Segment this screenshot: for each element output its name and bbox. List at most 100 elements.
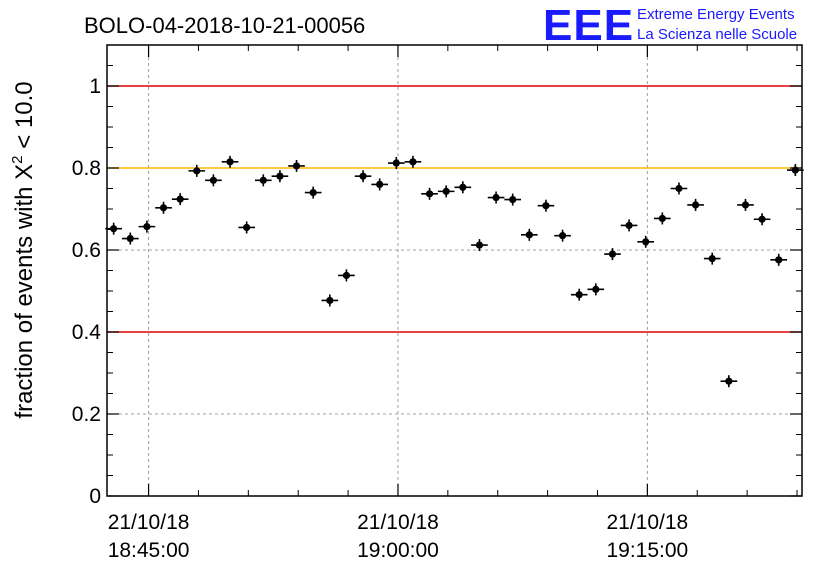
data-point xyxy=(205,174,222,187)
x-tick-label-date: 21/10/18 xyxy=(108,511,190,534)
point-marker xyxy=(675,184,683,193)
logo-letters: EEE xyxy=(543,1,634,50)
point-marker xyxy=(409,158,417,166)
data-point xyxy=(487,191,505,204)
data-point xyxy=(670,182,688,195)
data-point xyxy=(138,220,156,233)
data-point xyxy=(354,170,372,183)
point-marker xyxy=(392,159,400,167)
data-point xyxy=(537,199,555,212)
point-marker xyxy=(608,250,617,258)
data-point xyxy=(770,253,788,266)
point-marker xyxy=(758,215,766,223)
point-marker xyxy=(592,285,600,293)
point-marker xyxy=(425,190,434,198)
plot-frame xyxy=(106,44,803,497)
point-marker xyxy=(775,256,783,264)
data-point xyxy=(271,170,289,183)
point-marker xyxy=(126,234,134,243)
data-point xyxy=(188,164,206,177)
data-point xyxy=(437,185,455,198)
data-point xyxy=(221,155,239,168)
point-marker xyxy=(226,158,234,166)
point-marker xyxy=(176,195,184,203)
x-tick-label-time: 19:15:00 xyxy=(606,539,688,562)
y-tick-label: 1 xyxy=(89,75,101,98)
y-axis-label: fraction of events with X2 < 10.0 xyxy=(9,81,38,418)
data-point xyxy=(570,288,588,301)
y-tick-label: 0 xyxy=(89,485,101,508)
x-tick-label-time: 19:00:00 xyxy=(357,539,439,562)
point-marker xyxy=(691,201,700,209)
data-point xyxy=(604,248,621,261)
point-marker xyxy=(292,162,301,170)
data-point xyxy=(620,219,638,232)
point-marker xyxy=(359,172,367,180)
point-marker xyxy=(376,180,384,188)
data-point xyxy=(471,239,488,252)
point-marker xyxy=(492,193,500,202)
data-points xyxy=(105,155,804,388)
point-marker xyxy=(143,223,151,231)
data-point xyxy=(654,212,671,225)
data-point xyxy=(121,232,139,245)
data-point xyxy=(737,198,754,211)
data-point xyxy=(254,174,272,187)
data-point xyxy=(637,235,655,248)
point-marker xyxy=(625,221,633,229)
data-point xyxy=(155,201,172,214)
point-marker xyxy=(725,377,733,385)
data-point xyxy=(371,178,388,191)
logo-line1: Extreme Energy Events xyxy=(637,6,795,23)
data-point xyxy=(105,222,122,235)
data-point xyxy=(387,157,405,170)
data-point xyxy=(304,186,322,199)
logo-line2: La Scienza nelle Scuole xyxy=(637,26,797,43)
point-marker xyxy=(326,296,334,305)
point-marker xyxy=(509,195,517,204)
data-point xyxy=(404,155,422,168)
data-point xyxy=(338,269,355,282)
point-marker xyxy=(642,238,650,246)
point-marker xyxy=(276,172,284,180)
data-point xyxy=(753,213,771,226)
point-marker xyxy=(542,202,550,210)
data-point xyxy=(288,159,305,172)
point-marker xyxy=(459,183,467,191)
data-point xyxy=(171,193,189,206)
axes: 0 0.2 0.4 0.6 0.8 1 21/10/18 18:45:00 21/10/18 19… xyxy=(72,45,802,562)
data-point xyxy=(521,228,538,241)
y-tick-label: 0.2 xyxy=(72,403,101,426)
grid xyxy=(107,45,802,496)
point-marker xyxy=(342,271,351,280)
point-marker xyxy=(475,241,484,249)
point-marker xyxy=(575,291,583,299)
point-marker xyxy=(708,255,716,263)
data-point xyxy=(504,193,522,206)
point-marker xyxy=(658,214,666,223)
data-point xyxy=(421,187,438,200)
chart-title: BOLO-04-2018-10-21-00056 xyxy=(84,13,365,38)
point-marker xyxy=(525,231,533,239)
eee-logo: EEE Extreme Energy Events La Scienza nel… xyxy=(543,1,797,50)
x-tick-label-date: 21/10/18 xyxy=(357,511,439,534)
point-marker xyxy=(309,189,317,197)
data-point xyxy=(454,181,472,194)
point-marker xyxy=(442,187,450,195)
point-marker xyxy=(741,201,750,209)
point-marker xyxy=(193,167,201,175)
data-point xyxy=(787,164,804,177)
data-point xyxy=(687,198,704,211)
y-tick-label: 0.4 xyxy=(72,321,102,344)
data-point xyxy=(321,294,339,307)
y-tick-label: 0.8 xyxy=(72,157,101,180)
point-marker xyxy=(110,225,118,233)
data-point xyxy=(720,375,738,388)
x-tick-label-time: 18:45:00 xyxy=(108,539,190,562)
data-point xyxy=(238,221,255,234)
y-tick-label: 0.6 xyxy=(72,239,101,262)
point-marker xyxy=(243,223,251,232)
point-marker xyxy=(259,176,267,184)
point-marker xyxy=(159,204,168,212)
